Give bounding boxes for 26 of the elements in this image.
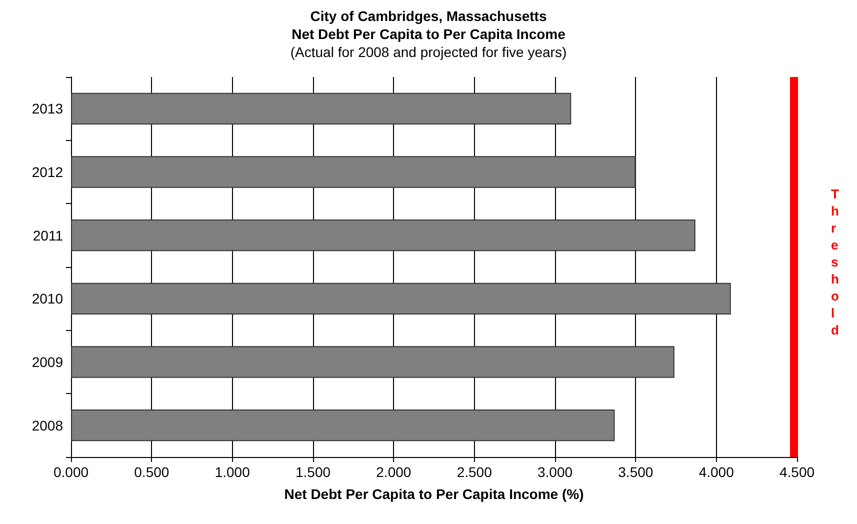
x-tick-label: 2.000 [376, 464, 412, 480]
bar [71, 220, 696, 252]
x-axis-title: Net Debt Per Capita to Per Capita Income (%) [284, 486, 584, 502]
x-tick-label: 1.500 [295, 464, 331, 480]
x-tick-label: 0.500 [134, 464, 170, 480]
chart-subtitle: (Actual for 2008 and projected for five years) [290, 44, 567, 60]
y-tick-label: 2011 [32, 227, 64, 244]
y-tick-label: 2010 [32, 290, 64, 307]
x-tick-label: 3.500 [618, 464, 654, 480]
bar [71, 410, 615, 442]
y-tick-label: 2013 [32, 100, 64, 117]
x-tick-label: 3.000 [537, 464, 573, 480]
bar [71, 156, 636, 188]
x-tick-label: 4.500 [779, 464, 815, 480]
x-tick-label: 0.000 [53, 464, 89, 480]
y-tick-label: 2012 [32, 164, 64, 180]
x-tick-label: 4.000 [698, 464, 734, 480]
bar [71, 92, 572, 124]
y-tick-label: 2008 [32, 417, 64, 434]
bar [71, 346, 674, 378]
bar [71, 282, 731, 314]
x-tick-label: 1.000 [214, 464, 250, 480]
chart-title: City of Cambridges, Massachusetts Net Debt Per Capita to Per Capita Income [292, 8, 566, 42]
text: Threshold [831, 186, 840, 338]
y-tick-label: 2009 [32, 354, 64, 370]
x-tick-label: 2.500 [456, 464, 492, 480]
